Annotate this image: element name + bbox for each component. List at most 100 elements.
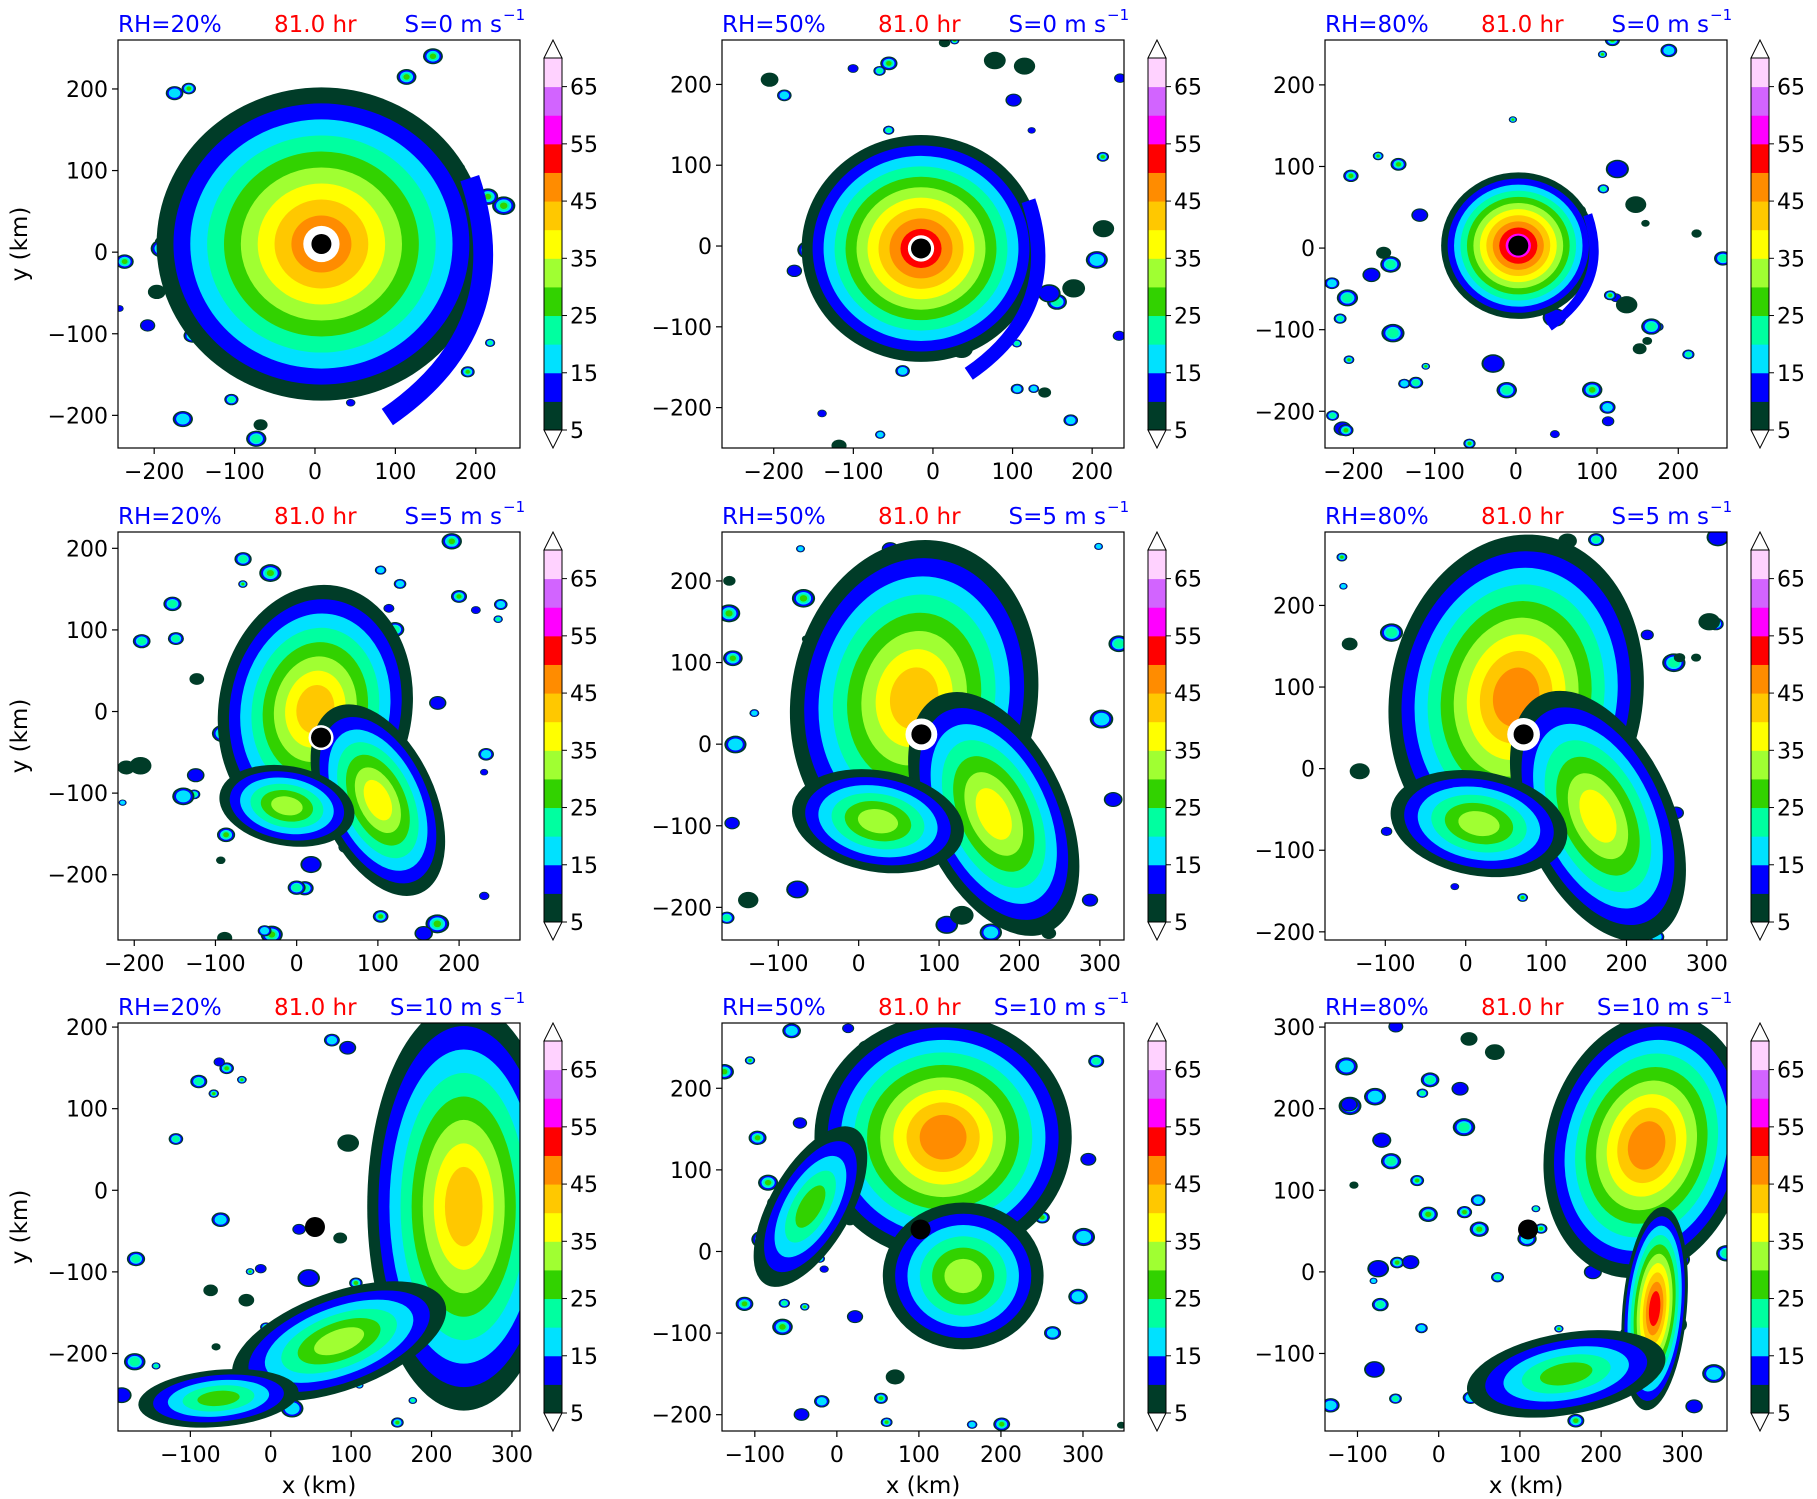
storm-center-marker: [1508, 235, 1529, 256]
y-tick-label: −100: [48, 782, 108, 807]
plot-frame: [117, 531, 521, 941]
colorbar-segment: [1148, 115, 1166, 145]
convective-cell: [748, 1058, 752, 1062]
convective-cell: [722, 1069, 728, 1075]
convective-cell: [1573, 1418, 1579, 1424]
colorbar-frame: [543, 57, 563, 431]
convective-cell: [1065, 416, 1076, 425]
convective-cell: [848, 1311, 862, 1323]
convective-cell: [129, 1357, 141, 1367]
colorbar-tick-label: 5: [1777, 1402, 1791, 1427]
colorbar-segment: [544, 372, 562, 402]
colorbar: 5 15 25 35 45 55 65: [543, 38, 598, 450]
convective-cell: [1494, 1274, 1501, 1280]
colorbar-tick-label: 35: [570, 739, 598, 764]
colorbar-tick-label: 45: [1174, 190, 1202, 215]
colorbar-tick-label: 45: [570, 1173, 598, 1198]
title-shear: S=5 m s: [404, 504, 502, 530]
convective-cell: [1071, 1291, 1085, 1302]
colorbar-segment: [544, 1184, 562, 1214]
panel-0-1: −200 −100 0 100 200 −200 −100 0 100 200 RH=50% 81.0…: [652, 6, 1202, 485]
colorbar-tick-label: 65: [570, 76, 598, 101]
x-tick-label: 0: [1509, 460, 1523, 485]
x-axis-label: x (km): [886, 1473, 961, 1499]
colorbar-segment: [1751, 115, 1769, 145]
y-axis-label: y (km): [7, 699, 33, 774]
colorbar-segment: [1751, 1355, 1769, 1385]
convective-cell: [1550, 430, 1559, 438]
colorbar-extend-max: [543, 38, 563, 59]
colorbar-segment: [544, 836, 562, 866]
panel-2-0: −100 0 100 200 300 −200 −100 0 100 200 y (km) x (km…: [7, 989, 598, 1499]
convective-cell: [384, 604, 394, 612]
convective-cell: [1615, 296, 1638, 314]
x-tick-label: 0: [830, 1443, 844, 1468]
convective-cell: [741, 1301, 748, 1307]
convective-cell: [1093, 712, 1110, 726]
colorbar-segment: [1148, 1155, 1166, 1185]
colorbar-tick-label: 55: [1777, 625, 1805, 650]
rain-band: [795, 1185, 826, 1228]
convective-cell: [754, 1135, 761, 1141]
colorbar-tick-label: 45: [570, 190, 598, 215]
colorbar-tick-label: 5: [1777, 419, 1791, 444]
y-tick-label: 0: [698, 733, 712, 758]
convective-cell: [793, 1118, 806, 1128]
convective-cell: [1113, 639, 1124, 649]
x-tick-label: 200: [455, 460, 497, 485]
convective-cell: [186, 86, 192, 91]
y-tick-label: 100: [670, 652, 712, 677]
convective-cell: [131, 1255, 141, 1263]
title-time: 81.0 hr: [1481, 504, 1564, 530]
y-tick-label: −200: [48, 1342, 108, 1367]
storm-center-marker: [1518, 1219, 1539, 1240]
x-tick-label: 300: [1661, 1443, 1703, 1468]
x-tick-label: 200: [1657, 460, 1699, 485]
convective-cell: [346, 399, 355, 406]
y-tick-label: −100: [1255, 1342, 1315, 1367]
convective-cell: [214, 1058, 224, 1066]
colorbar: 5 15 25 35 45 55 65: [1147, 530, 1202, 942]
convective-cell: [410, 1398, 415, 1403]
colorbar-segment: [1751, 58, 1769, 88]
y-tick-label: 200: [670, 570, 712, 595]
convective-cell: [1092, 1057, 1101, 1065]
colorbar-tick-label: 5: [570, 911, 584, 936]
x-tick-label: −100: [160, 1443, 220, 1468]
rain-band: [1458, 811, 1500, 837]
colorbar-segment: [544, 143, 562, 173]
colorbar-tick-label: 45: [1174, 1173, 1202, 1198]
wind-field: [118, 1023, 520, 1428]
colorbar-segment: [1751, 1069, 1769, 1099]
convective-cell: [1685, 351, 1692, 357]
colorbar-segment: [544, 550, 562, 580]
storm-center-marker: [911, 238, 932, 259]
y-tick-label: −100: [1255, 319, 1315, 344]
colorbar-tick-label: 45: [1777, 1173, 1805, 1198]
colorbar-extend-max: [543, 530, 563, 551]
convective-cell: [223, 832, 229, 838]
colorbar-segment: [544, 1269, 562, 1300]
convective-cell: [723, 914, 731, 921]
colorbar-frame: [1750, 549, 1770, 923]
title-time: 81.0 hr: [1481, 12, 1564, 38]
colorbar-segment: [544, 578, 562, 608]
colorbar-segment: [544, 1041, 562, 1071]
convective-cell: [1424, 365, 1428, 368]
colorbar-segment: [544, 635, 562, 665]
convective-cell: [725, 610, 733, 617]
convective-cell: [1721, 1249, 1727, 1258]
colorbar-segment: [1751, 1241, 1769, 1271]
colorbar-tick-label: 15: [1777, 1345, 1805, 1370]
convective-cell: [816, 1397, 827, 1406]
colorbar-tick-label: 45: [1777, 682, 1805, 707]
convective-cell: [456, 594, 462, 599]
colorbar-segment: [1148, 778, 1166, 809]
convective-cell: [1663, 45, 1675, 55]
colorbar-segment: [1751, 693, 1769, 723]
convective-cell: [1349, 763, 1370, 780]
convective-cell: [1336, 315, 1344, 322]
convective-cell: [797, 546, 804, 552]
convective-cell: [292, 883, 302, 892]
x-tick-label: −100: [1327, 1443, 1387, 1468]
